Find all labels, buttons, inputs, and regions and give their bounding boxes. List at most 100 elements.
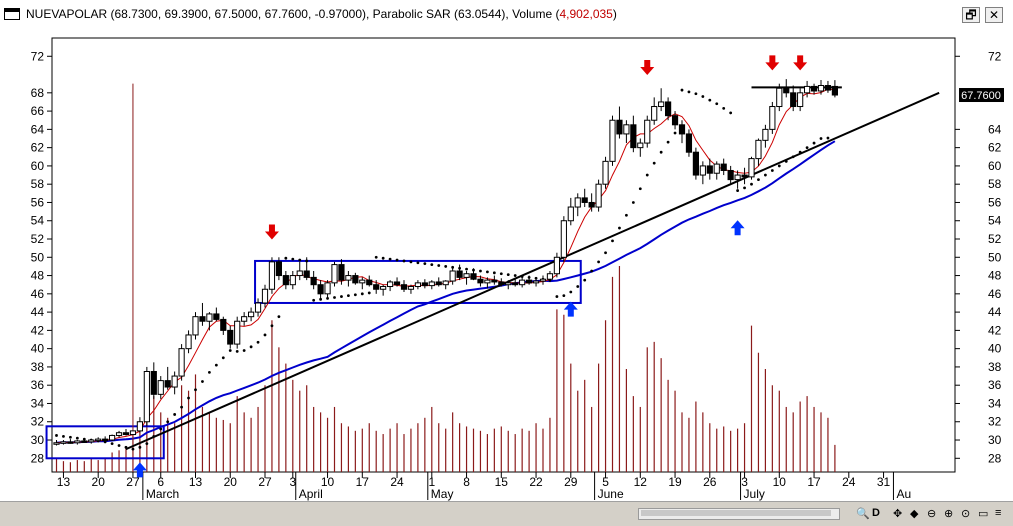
psar-dot (506, 273, 510, 277)
candle-body (484, 279, 491, 284)
close-button[interactable]: ✕ (985, 7, 1003, 23)
y-tick-label-left: 50 (31, 250, 45, 264)
price-chart[interactable]: 2830323436384042444648505254565860626466… (0, 30, 1013, 501)
marker-icon[interactable]: ◆ (910, 508, 919, 520)
candle-body (456, 270, 463, 278)
zoom-in-icon[interactable]: ⊕ (944, 508, 954, 520)
candle-body (699, 165, 706, 176)
window-icon[interactable] (4, 8, 20, 20)
candle-body (817, 85, 825, 92)
x-tick-label: 20 (92, 475, 106, 489)
psar-dot (194, 388, 197, 392)
candle-body (303, 270, 310, 278)
psar-dot (770, 169, 774, 172)
restore-button[interactable]: 🗗 (962, 7, 980, 23)
scroll-thumb[interactable] (641, 510, 831, 516)
psar-dot (256, 340, 260, 344)
candle-body (727, 169, 734, 181)
zoom-icon[interactable]: 🔍 (856, 508, 870, 520)
candle-body (692, 151, 699, 176)
candle-body (185, 334, 192, 350)
candle-body (546, 273, 554, 280)
candle-body (526, 279, 533, 284)
scroll-track[interactable] (638, 508, 840, 520)
candle-body (755, 139, 762, 160)
y-tick-label-left: 52 (31, 232, 45, 246)
psar-dot (715, 102, 719, 106)
x-tick-label: 12 (634, 475, 648, 489)
psar-dot (520, 275, 524, 278)
y-tick-label-right: 64 (988, 122, 1002, 136)
title-suffix: ) (612, 7, 617, 21)
psar-dot (465, 267, 468, 271)
x-tick-label: 26 (703, 475, 717, 489)
x-tick-label: 3 (289, 475, 296, 489)
psar-dot (110, 442, 114, 446)
psar-dot (479, 269, 482, 273)
psar-dot (764, 173, 767, 177)
menu-icon[interactable]: ≡ (995, 507, 1002, 519)
month-label: June (598, 487, 624, 501)
candle-body (442, 280, 449, 286)
candle-body (282, 275, 289, 286)
candle-body (532, 280, 540, 284)
candle-body (261, 288, 269, 304)
period-daily-button[interactable]: D (872, 507, 880, 519)
x-tick-label: 20 (224, 475, 238, 489)
y-tick-label-left: 32 (31, 415, 45, 429)
sell-arrow-icon (264, 224, 279, 240)
psar-dot (618, 226, 621, 230)
psar-dot (263, 333, 267, 337)
candle-body (734, 174, 741, 181)
y-tick-label-left: 64 (31, 122, 45, 136)
candle-body (588, 201, 595, 208)
psar-dot (784, 159, 788, 163)
psar-dot (180, 405, 184, 409)
psar-dot (708, 98, 712, 102)
candle-body (428, 281, 435, 287)
psar-dot (187, 396, 190, 400)
psar-dot (249, 345, 253, 349)
x-tick-label: 27 (258, 475, 272, 489)
psar-dot (680, 88, 684, 92)
x-tick-label: 24 (390, 475, 404, 489)
candle-body (359, 279, 366, 284)
x-tick-label: 22 (529, 475, 543, 489)
candle-body (129, 430, 137, 436)
y-tick-label-right: 42 (988, 323, 1002, 337)
candle-body (678, 124, 686, 135)
moving-average-blue (56, 140, 836, 444)
candle-body (665, 101, 672, 117)
psar-dot (597, 260, 600, 264)
restore-icon: 🗗 (965, 8, 977, 22)
candle-body (623, 124, 630, 135)
candle-body (373, 284, 380, 290)
buy-arrow-icon (132, 462, 147, 478)
y-tick-label-left: 72 (31, 49, 45, 63)
x-tick-label: 3 (741, 475, 748, 489)
candle-body (470, 273, 477, 280)
x-tick-label: 31 (877, 475, 891, 489)
candle-body (296, 270, 303, 277)
psar-dot (805, 146, 809, 150)
horizontal-scrollbar: 🔍 D ✥ ◆ ⊖ ⊕ ⊙ ▭ ≡ (0, 501, 1013, 526)
y-tick-label-right: 32 (988, 415, 1002, 429)
candle-body (206, 313, 213, 322)
candle-body (143, 370, 150, 423)
candle-body (671, 115, 679, 126)
window-layout-icon[interactable]: ▭ (978, 508, 989, 520)
zoom-out-icon[interactable]: ⊖ (927, 508, 937, 520)
psar-dot (152, 434, 156, 438)
psar-dot (145, 442, 149, 446)
y-tick-label-right: 30 (988, 433, 1002, 447)
zoom-reset-icon[interactable]: ⊙ (961, 508, 971, 520)
psar-dot (666, 140, 670, 144)
y-tick-label-right: 38 (988, 360, 1002, 374)
y-tick-label-left: 42 (31, 323, 45, 337)
y-tick-label-right: 54 (988, 214, 1002, 228)
pan-icon[interactable]: ✥ (893, 508, 903, 520)
candle-body (824, 85, 832, 91)
x-tick-label: 13 (57, 475, 71, 489)
psar-dot (103, 440, 107, 444)
y-tick-label-right: 56 (988, 195, 1002, 209)
